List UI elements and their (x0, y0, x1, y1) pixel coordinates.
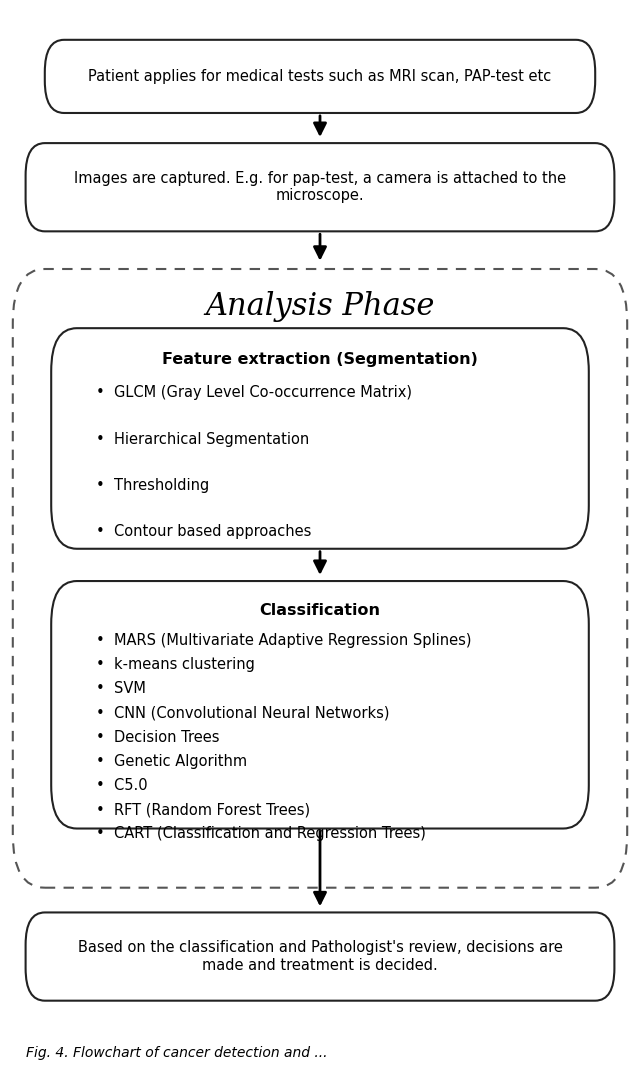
Text: Analysis Phase: Analysis Phase (205, 292, 435, 322)
FancyBboxPatch shape (51, 581, 589, 829)
Text: •  k-means clustering: • k-means clustering (96, 657, 255, 671)
Text: •  GLCM (Gray Level Co-occurrence Matrix): • GLCM (Gray Level Co-occurrence Matrix) (96, 385, 412, 400)
Text: •  Contour based approaches: • Contour based approaches (96, 524, 312, 539)
FancyBboxPatch shape (51, 328, 589, 549)
FancyBboxPatch shape (26, 912, 614, 1001)
Text: •  Thresholding: • Thresholding (96, 478, 209, 493)
Text: Feature extraction (Segmentation): Feature extraction (Segmentation) (162, 352, 478, 367)
Text: Images are captured. E.g. for pap-test, a camera is attached to the
microscope.: Images are captured. E.g. for pap-test, … (74, 171, 566, 203)
FancyBboxPatch shape (26, 143, 614, 231)
Text: Fig. 4. Flowchart of cancer detection and ...: Fig. 4. Flowchart of cancer detection an… (26, 1046, 327, 1060)
Text: Based on the classification and Pathologist's review, decisions are
made and tre: Based on the classification and Patholog… (77, 940, 563, 973)
Text: •  Hierarchical Segmentation: • Hierarchical Segmentation (96, 431, 309, 447)
FancyBboxPatch shape (13, 269, 627, 888)
Text: •  SVM: • SVM (96, 681, 146, 696)
Text: •  CNN (Convolutional Neural Networks): • CNN (Convolutional Neural Networks) (96, 706, 390, 720)
Text: •  MARS (Multivariate Adaptive Regression Splines): • MARS (Multivariate Adaptive Regression… (96, 633, 472, 648)
Text: •  RFT (Random Forest Trees): • RFT (Random Forest Trees) (96, 803, 310, 817)
Text: •  CART (Classification and Regression Trees): • CART (Classification and Regression Tr… (96, 826, 426, 841)
Text: •  Genetic Algorithm: • Genetic Algorithm (96, 754, 247, 768)
Text: •  Decision Trees: • Decision Trees (96, 730, 220, 745)
Text: •  C5.0: • C5.0 (96, 778, 148, 793)
Text: Patient applies for medical tests such as MRI scan, PAP-test etc: Patient applies for medical tests such a… (88, 69, 552, 84)
FancyBboxPatch shape (45, 40, 595, 113)
Text: Classification: Classification (259, 603, 381, 618)
